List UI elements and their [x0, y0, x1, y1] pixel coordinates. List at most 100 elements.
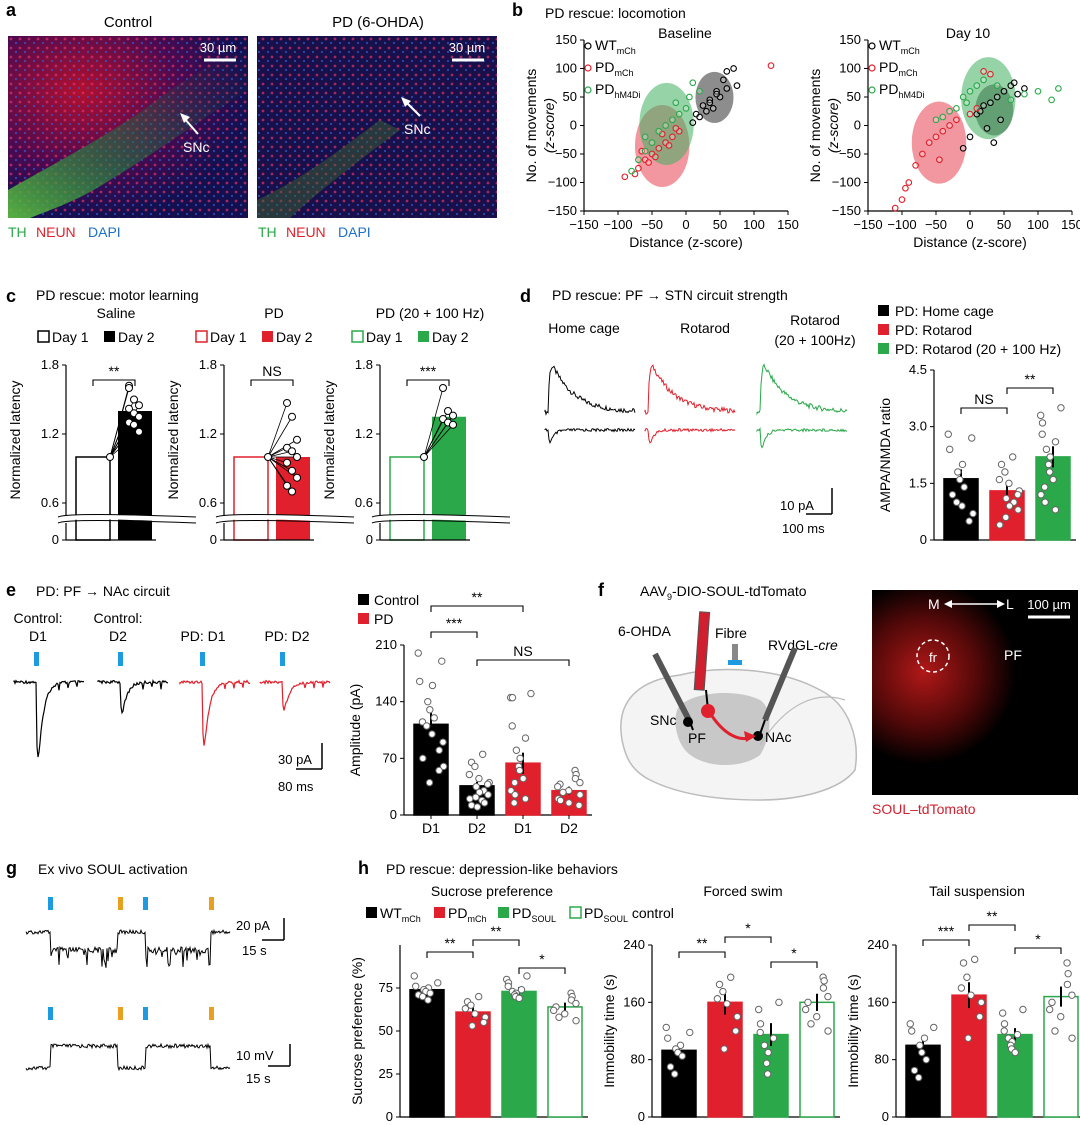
- data-point: [1064, 969, 1072, 978]
- data-point: [512, 746, 521, 754]
- scatter-point: [645, 159, 652, 166]
- data-point: [556, 796, 565, 805]
- legend-label: PDmCh: [879, 59, 917, 78]
- y-tick-label: 0: [854, 118, 861, 133]
- data-point: [1038, 430, 1046, 438]
- stimulus-marker: [143, 897, 148, 910]
- data-point: [419, 754, 427, 763]
- f-m-label: M: [928, 596, 940, 612]
- data-point: [713, 995, 722, 1003]
- data-point-day1: [420, 453, 428, 461]
- data-point: [763, 1070, 772, 1078]
- legend-day2-swatch: [262, 331, 273, 342]
- x-tick-label: D1: [422, 820, 440, 836]
- f-nac-dot: [753, 731, 763, 741]
- scatter-point: [1034, 87, 1042, 95]
- axis-break-gap: [56, 514, 197, 523]
- significance-label: NS: [974, 391, 993, 407]
- y-tick-label: 160: [867, 994, 889, 1009]
- legend-day2: Day 2: [118, 329, 155, 345]
- y-tick-label: 1.2: [41, 426, 59, 441]
- y-axis-label-unit: (z-score): [541, 98, 557, 153]
- panel-letter-c: c: [6, 286, 16, 306]
- f-nac-label: NAc: [765, 729, 791, 745]
- scatter-point: [953, 116, 960, 124]
- c-pd20-chart: PD (20 + 100 Hz) Day 1 Day 2 1.8 1.2 0.6 0 Norm…: [321, 305, 511, 547]
- data-point: [908, 1027, 916, 1035]
- legend-day1: Day 1: [366, 329, 403, 345]
- data-point: [426, 989, 434, 997]
- d-trace-title-rotarod: Rotarod: [680, 320, 730, 336]
- data-point: [472, 782, 480, 791]
- d-trace-title-rotarod20: Rotarod: [790, 312, 840, 328]
- significance-bracket: [430, 631, 478, 638]
- panel-letter-d: d: [520, 286, 531, 306]
- current-trace: [25, 928, 231, 968]
- legend-control-swatch: [358, 594, 369, 605]
- data-point: [1049, 475, 1057, 484]
- e-title: PD: PF → NAc circuit: [36, 583, 170, 599]
- legend-marker: [868, 86, 876, 94]
- scatter-point: [621, 173, 629, 181]
- data-point: [769, 1034, 778, 1042]
- data-point: [764, 1048, 772, 1057]
- scatter-point: [993, 93, 1001, 101]
- y-axis-label: Sucrose preference (%): [349, 957, 365, 1105]
- data-point: [1051, 506, 1060, 514]
- control-title: Control: [104, 14, 152, 31]
- data-point: [435, 766, 443, 775]
- c-title: PD rescue: motor learning: [36, 287, 199, 303]
- data-point: [565, 799, 573, 807]
- panel-letter-h: h: [358, 858, 369, 878]
- scatter-point: [997, 116, 1004, 124]
- x-tick-label: 150: [1061, 217, 1080, 232]
- scatter-point: [963, 99, 970, 107]
- significance-bracket: [724, 936, 772, 943]
- scatter-point: [953, 105, 960, 112]
- data-point: [439, 762, 448, 771]
- data-point: [559, 788, 567, 797]
- legend-marker: [868, 42, 876, 50]
- scatter-point: [1021, 85, 1028, 92]
- data-point: [1045, 1005, 1054, 1014]
- significance-label: **: [445, 935, 456, 951]
- snc-arrowhead-control: [180, 113, 190, 123]
- d-trace-title-hz: (20 + 100Hz): [774, 332, 855, 348]
- h-legend-ctrl-swatch: [569, 906, 582, 919]
- data-point: [762, 1059, 771, 1067]
- h-legend-soul-swatch: [498, 907, 509, 918]
- y-tick-label: 1.5: [909, 475, 927, 490]
- legend-day1: Day 1: [210, 329, 247, 345]
- data-point: [756, 1020, 765, 1028]
- data-point: [918, 1048, 926, 1057]
- scatter-point: [912, 162, 919, 169]
- scatter-point: [641, 133, 649, 141]
- e-scale-x-label: 80 ms: [278, 779, 314, 794]
- data-point: [959, 959, 968, 967]
- data-point-day2: [449, 411, 457, 420]
- data-point: [813, 1012, 821, 1021]
- paired-line: [423, 387, 444, 458]
- paired-line: [423, 418, 444, 458]
- data-point-day2: [283, 481, 291, 490]
- scatter-point: [1014, 90, 1021, 98]
- confidence-ellipse: [639, 82, 694, 165]
- scatter-point: [898, 196, 906, 203]
- data-point: [576, 791, 584, 799]
- data-point: [1013, 1030, 1022, 1039]
- data-point-day2: [439, 384, 447, 392]
- data-point: [461, 1004, 470, 1013]
- y-tick-label: 0: [52, 532, 59, 547]
- data-point: [572, 1016, 580, 1025]
- significance-label: *: [745, 920, 751, 936]
- data-point: [967, 991, 975, 999]
- b-baseline-chart: Baseline −150 −100 −50 0 50 100 150 150 100 50 0 −50…: [523, 25, 799, 250]
- data-point-day2: [293, 453, 301, 461]
- legend-th: TH: [8, 224, 27, 240]
- data-point: [732, 1027, 740, 1035]
- y-tick-label: 1.8: [41, 357, 59, 372]
- data-point: [715, 980, 724, 989]
- data-point: [996, 521, 1004, 529]
- data-point: [801, 1005, 810, 1014]
- data-point: [471, 762, 479, 771]
